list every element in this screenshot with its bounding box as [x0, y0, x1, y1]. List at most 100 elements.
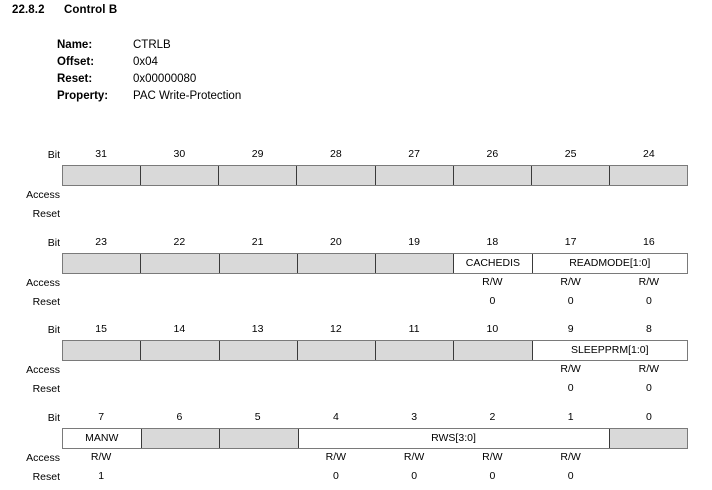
- access-value: [62, 360, 140, 379]
- access-row: Access R/W R/W R/W: [0, 273, 712, 292]
- reserved-bit-cell: [376, 254, 455, 273]
- reserved-bit-cell: [531, 166, 610, 185]
- access-value: [140, 273, 218, 292]
- reset-value: [140, 204, 218, 223]
- bit-number: 11: [408, 323, 420, 335]
- access-value: [375, 185, 453, 204]
- property-value: 0x04: [133, 56, 158, 68]
- access-value: [453, 185, 531, 204]
- reserved-bit-cell: [609, 166, 687, 185]
- bit-number: 8: [645, 323, 652, 335]
- reserved-bit-cell: [220, 429, 299, 448]
- register-row-block: Bit 31 30 29 28 27 26 25 24 Access Reset: [0, 145, 712, 223]
- reset-value: 0: [645, 382, 652, 394]
- property-label: Reset:: [57, 73, 93, 85]
- reserved-bit-cell: [219, 341, 298, 360]
- access-value: [610, 448, 688, 467]
- bit-number: 17: [564, 236, 577, 248]
- bit-row-label: Bit: [47, 237, 60, 249]
- bit-row-label: Bit: [47, 149, 60, 161]
- reset-value: [219, 379, 297, 398]
- access-value: [297, 273, 375, 292]
- access-value: R/W: [560, 276, 581, 288]
- section-title: Control B: [64, 4, 118, 16]
- bit-number-row: Bit 23 22 21 20 19 18 17 16: [0, 233, 712, 253]
- bit-number: 30: [173, 148, 186, 160]
- reset-value: [375, 292, 453, 311]
- reset-value: [610, 467, 688, 486]
- bit-number: 22: [173, 236, 186, 248]
- reset-value: 0: [411, 470, 418, 482]
- access-value: R/W: [482, 451, 503, 463]
- bit-number: 9: [567, 323, 574, 335]
- reserved-bit-cell: [63, 166, 142, 185]
- page-title: 22.8.2 Control B: [12, 4, 117, 16]
- access-value: [62, 273, 140, 292]
- bit-number: 13: [251, 323, 264, 335]
- access-value: [140, 448, 218, 467]
- access-value: [219, 273, 297, 292]
- bit-number: 1: [567, 411, 574, 423]
- reserved-bit-cell: [63, 254, 142, 273]
- bit-field-row: MANW RWS[3:0]: [0, 428, 712, 449]
- reset-value: [375, 379, 453, 398]
- access-value: [219, 185, 297, 204]
- reserved-bit-cell: [63, 341, 142, 360]
- bit-number: 12: [330, 323, 342, 335]
- property-row: Reset: 0x00000080: [57, 71, 241, 88]
- reserved-bit-cell: [297, 254, 376, 273]
- reset-value: 0: [489, 470, 496, 482]
- property-value: 0x00000080: [133, 73, 197, 85]
- bit-field-cell: RWS[3:0]: [298, 429, 610, 448]
- reserved-bit-cell: [141, 166, 220, 185]
- reset-value: [140, 467, 218, 486]
- bit-number: 23: [95, 236, 107, 248]
- access-value: [219, 360, 297, 379]
- reserved-bit-cell: [297, 341, 376, 360]
- access-value: R/W: [560, 451, 581, 463]
- bit-number: 16: [643, 236, 655, 248]
- register-properties: Name: CTRLB Offset: 0x04 Reset: 0x00000080 Pro…: [57, 37, 241, 105]
- reset-value: 0: [567, 295, 574, 307]
- access-row-label: Access: [26, 364, 60, 376]
- reserved-bit-cell: [141, 254, 220, 273]
- reset-value: 0: [567, 470, 574, 482]
- reset-value: 0: [489, 295, 496, 307]
- property-value: PAC Write-Protection: [133, 90, 242, 102]
- bit-field-cell: SLEEPPRM[1:0]: [532, 341, 687, 360]
- access-row: Access: [0, 185, 712, 204]
- property-row: Name: CTRLB: [57, 37, 241, 54]
- property-value: CTRLB: [133, 39, 171, 51]
- bit-number: 20: [330, 236, 342, 248]
- bit-number: 24: [643, 148, 655, 160]
- bit-row-label: Bit: [47, 324, 60, 336]
- access-value: R/W: [638, 276, 660, 288]
- reset-value: 1: [98, 470, 105, 482]
- bit-row-label: Bit: [47, 412, 60, 424]
- property-label: Name:: [57, 39, 93, 51]
- reset-value: [62, 379, 140, 398]
- access-value: R/W: [325, 451, 347, 463]
- access-value: R/W: [638, 363, 660, 375]
- bit-number: 26: [486, 148, 499, 160]
- bit-number: 10: [486, 323, 499, 335]
- access-value: R/W: [90, 451, 112, 463]
- bit-number: 4: [332, 411, 339, 423]
- reset-value: [219, 292, 297, 311]
- access-row-label: Access: [26, 189, 60, 201]
- bit-number: 15: [95, 323, 107, 335]
- bit-field-row: [0, 165, 712, 186]
- bit-field-row: CACHEDIS READMODE[1:0]: [0, 253, 712, 274]
- register-row-block: Bit 23 22 21 20 19 18 17 16 CACHEDIS READMODE[1:0]…: [0, 233, 712, 311]
- access-value: R/W: [482, 276, 503, 288]
- bit-number: 14: [173, 323, 186, 335]
- reset-value: [375, 204, 453, 223]
- reset-row-label: Reset: [32, 383, 60, 395]
- reserved-bit-cell: [219, 166, 298, 185]
- reset-row-label: Reset: [32, 471, 60, 483]
- reserved-bit-cell: [453, 166, 532, 185]
- reset-value: [219, 467, 297, 486]
- property-row: Offset: 0x04: [57, 54, 241, 71]
- reset-value: [140, 292, 218, 311]
- bit-number-row: Bit 15 14 13 12 11 10 9 8: [0, 320, 712, 340]
